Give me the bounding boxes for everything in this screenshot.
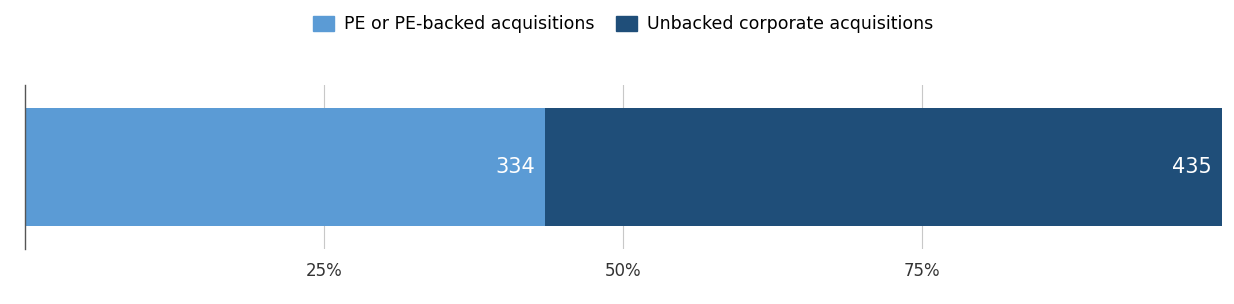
- Text: 334: 334: [495, 157, 536, 177]
- Text: 435: 435: [1172, 157, 1212, 177]
- Legend: PE or PE-backed acquisitions, Unbacked corporate acquisitions: PE or PE-backed acquisitions, Unbacked c…: [306, 9, 940, 40]
- Bar: [544, 108, 1222, 226]
- Bar: [25, 108, 544, 226]
